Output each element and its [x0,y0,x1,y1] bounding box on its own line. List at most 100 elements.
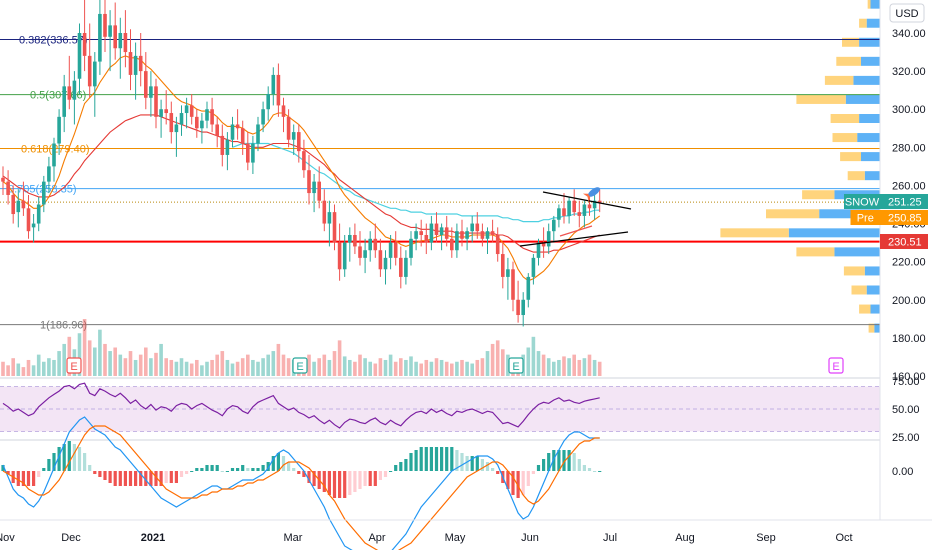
candle-body [11,194,15,215]
macd-histogram-bar [72,444,76,471]
time-axis-label: Oct [835,532,852,544]
macd-histogram-bar [434,447,439,471]
volume-bar [480,358,485,376]
volume-bar [567,358,571,376]
macd-tick-label: 0.00 [892,466,913,478]
candle-body [184,105,189,114]
volume-bar [363,358,367,376]
volume-profile-down-bar [864,266,880,276]
volume-bar [281,354,286,376]
macd-histogram-bar [67,441,71,471]
macd-histogram-bar [414,450,418,471]
rsi-tick-label: 75.00 [892,376,920,388]
candle-body [52,143,56,167]
volume-bar [506,354,510,376]
volume-bar [261,358,265,376]
candle-body [495,234,500,255]
volume-bar [577,359,582,376]
volume-bar [475,359,480,376]
volume-bar [337,340,342,376]
macd-histogram-bar [271,456,275,471]
candle-body [42,181,46,205]
macd-histogram-bar [6,471,10,474]
volume-profile-up-bar [802,190,835,200]
volume-bar [378,358,383,376]
macd-histogram-bar [480,459,484,471]
macd-histogram-bar [113,471,117,486]
volume-bar [169,359,174,376]
time-axis-label: Nov [0,532,15,544]
volume-bar [118,354,123,376]
volume-bar [184,361,189,376]
macd-histogram-bar [251,468,255,471]
volume-bar [21,367,26,376]
candle-body [546,231,551,247]
volume-bar [138,354,143,376]
trendline-drawings[interactable] [519,184,632,247]
earnings-marker-label: E [296,361,303,373]
volume-profile-up-bar [859,304,871,314]
candle-body [577,212,582,216]
volume-profile-down-bar [870,304,880,314]
price-label-box [880,234,928,249]
candle-body [475,223,480,232]
candle-body [31,223,36,228]
candle-body [404,257,408,277]
macd-histogram-bar [190,471,194,472]
volume-bar [271,351,276,376]
candle-body [133,55,138,75]
volume-profile-up-bar [867,0,871,9]
time-axis-label: Sep [756,532,776,544]
candle-body [439,227,444,235]
macd-histogram-bar [460,453,464,471]
time-axis[interactable]: Nov Dec 2021 Mar Apr May Jun Jul Aug Sep Oct [0,519,932,544]
volume-bar [6,365,10,376]
rocket-body [587,187,601,197]
rocket-icon [582,187,601,202]
volume-bar [82,319,87,376]
macd-histogram-bar [363,471,367,486]
macd-histogram-bar [42,468,46,471]
macd-histogram-bar [445,447,449,471]
candle-body [118,33,123,49]
candle-body [373,238,378,251]
candlesticks[interactable] [1,0,602,327]
macd-histogram-bar [154,471,158,486]
macd-histogram-bar [281,456,286,471]
candle-body [251,143,255,163]
candle-body [490,231,495,235]
volume-bar [276,343,281,376]
ema-mid-line [2,114,600,253]
candle-body [465,231,469,239]
macd-histogram-bar [419,447,423,471]
volume-profile-down-bar [866,18,880,28]
volume-profile-up-bar [720,228,789,238]
volume-bar [348,359,352,376]
macd-histogram-bar [62,444,66,471]
candle-body [93,61,97,87]
volume-profile-up-bar [859,18,867,28]
macd-histogram-bar [465,456,469,471]
macd-histogram-bar [292,468,296,471]
volume-bar [189,363,194,376]
lower-trendline [519,231,629,247]
candle-body [322,200,327,224]
candle-body [230,124,235,140]
macd-histogram-bar [582,465,586,471]
price-label-value: 250.85 [888,213,922,225]
volume-bar [286,358,291,376]
macd-histogram-bar [287,462,291,471]
volume-bar [235,361,240,376]
volume-bar [52,359,56,376]
rocket-flame [582,193,591,202]
candle-body [164,109,168,114]
rsi-tick-label: 50.00 [892,404,920,416]
macd-histogram-bar [210,465,214,471]
price-axis[interactable]: 340.00320.00300.00280.00260.00240.00220.… [879,0,932,550]
volume-profile-up-bar [766,209,820,219]
volume-bar [536,351,541,376]
volume-profile-up-bar [842,37,860,47]
fib-level-label: 1(186.96) [40,320,87,332]
macd-histogram-bar [83,453,87,471]
